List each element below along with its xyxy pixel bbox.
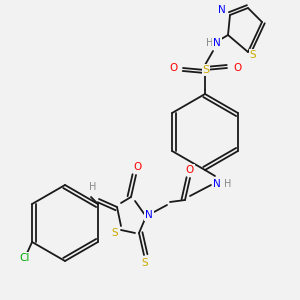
Text: O: O [233, 63, 241, 73]
Text: S: S [202, 65, 210, 75]
Text: Cl: Cl [19, 253, 29, 263]
Text: O: O [186, 165, 194, 175]
Text: S: S [112, 228, 118, 238]
Text: S: S [142, 258, 148, 268]
Text: H: H [224, 179, 232, 189]
Text: N: N [145, 210, 153, 220]
Text: N: N [213, 38, 221, 48]
Text: S: S [250, 50, 256, 60]
Text: H: H [89, 182, 97, 192]
Text: O: O [169, 63, 177, 73]
Text: H: H [206, 38, 214, 48]
Text: N: N [213, 179, 221, 189]
Text: N: N [218, 5, 226, 15]
Text: O: O [133, 162, 141, 172]
